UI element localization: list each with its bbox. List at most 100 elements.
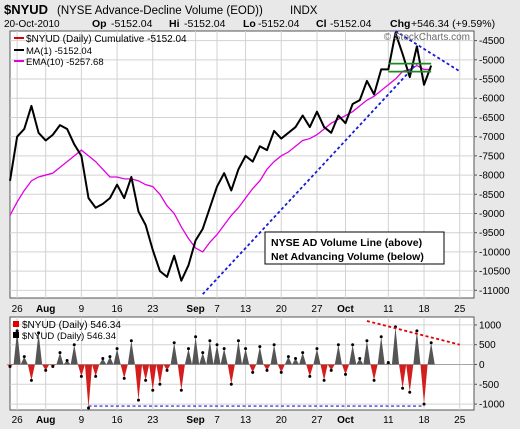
volume-dot xyxy=(58,351,62,355)
volume-dot xyxy=(415,329,419,333)
volume-bar xyxy=(177,364,185,391)
volume-dot xyxy=(358,357,362,361)
volume-bar xyxy=(184,348,193,365)
volume-plot xyxy=(6,320,474,410)
op-value: -5152.04 xyxy=(111,18,153,30)
volume-bar xyxy=(199,352,207,365)
chg-label: Chg xyxy=(390,18,410,30)
volume-y-tick-label: 1000 xyxy=(479,320,502,331)
ema-line xyxy=(9,64,432,253)
price-y-tick-label: -6500 xyxy=(479,113,505,124)
volume-dot xyxy=(365,339,369,343)
price-y-tick-label: -5000 xyxy=(479,55,505,66)
volume-dot xyxy=(72,343,76,347)
price-y-tick-label: -7500 xyxy=(479,151,505,162)
volume-bar xyxy=(249,364,257,373)
price-trendline xyxy=(202,63,418,295)
price-x-tick-label: Sep xyxy=(186,304,204,315)
date-label: 20-Oct-2010 xyxy=(4,19,60,30)
volume-x-tick-label: 11 xyxy=(383,415,394,426)
volume-dot xyxy=(151,388,155,392)
volume-dot xyxy=(422,402,426,406)
annotation-line-1: NYSE AD Volume Line (above) xyxy=(271,237,422,249)
volume-dot xyxy=(65,359,69,363)
volume-x-tick-label: 23 xyxy=(147,415,159,426)
cumulative-line xyxy=(9,31,433,282)
volume-y-tick-label: -1000 xyxy=(479,400,505,411)
volume-dot xyxy=(244,347,248,351)
volume-bar xyxy=(70,344,78,365)
volume-dot xyxy=(329,368,333,372)
annotation-box: NYSE AD Volume Line (above) Net Advancin… xyxy=(264,231,445,265)
volume-dot xyxy=(8,364,12,368)
volume-dot xyxy=(401,386,405,390)
legend-swatch-daily-red xyxy=(13,321,19,327)
volume-bar xyxy=(106,356,114,365)
volume-x-tick-label: Aug xyxy=(36,415,55,426)
volume-dot xyxy=(144,378,148,382)
volume-bar xyxy=(427,342,435,365)
price-y-tick-label: -10000 xyxy=(479,247,511,258)
volume-dot xyxy=(379,335,383,339)
volume-dot xyxy=(301,351,305,355)
volume-bar xyxy=(242,348,250,365)
volume-bar xyxy=(92,364,100,377)
legend-ma: MA(1) -5152.04 xyxy=(26,46,92,57)
volume-dot xyxy=(108,355,112,359)
volume-x-tick-label: 9 xyxy=(79,415,85,426)
price-x-tick-label: 11 xyxy=(383,304,394,315)
volume-bar xyxy=(420,364,428,405)
volume-bar xyxy=(234,340,242,365)
volume-dot xyxy=(201,351,205,355)
price-y-tick-label: -11000 xyxy=(479,286,510,297)
volume-bar xyxy=(284,356,292,365)
volume-x-tick-label: 16 xyxy=(112,415,124,426)
volume-y-tick-label: 0 xyxy=(479,360,485,371)
volume-bar xyxy=(270,344,278,365)
volume-dot xyxy=(172,341,176,345)
volume-bar xyxy=(356,358,364,365)
price-y-axis: -4500 -5000 -5500 -6000 -6500 -7000 -7500 -8000… xyxy=(474,36,511,297)
price-x-tick-label: 26 xyxy=(12,304,24,315)
volume-x-tick-label: 26 xyxy=(12,415,24,426)
price-y-tick-label: -5500 xyxy=(479,75,505,86)
volume-bar xyxy=(113,348,121,365)
volume-dot xyxy=(115,347,119,351)
volume-x-tick-label: 13 xyxy=(240,415,252,426)
volume-bar xyxy=(391,326,400,365)
legend-ema: EMA(10) -5257.68 xyxy=(26,57,104,68)
volume-dot xyxy=(315,347,319,351)
price-y-tick-label: -10500 xyxy=(479,267,511,278)
volume-bar xyxy=(220,348,228,365)
volume-bar xyxy=(377,336,385,365)
volume-dot xyxy=(94,374,98,378)
volume-bar xyxy=(142,364,150,381)
volume-bar xyxy=(299,352,307,365)
volume-dot xyxy=(429,341,433,345)
volume-dot xyxy=(179,388,183,392)
price-x-tick-label: 23 xyxy=(147,304,159,315)
chg-value: +546.34 (+9.59%) xyxy=(411,18,495,30)
volume-trendline xyxy=(366,320,460,346)
symbol-label: $NYUD xyxy=(4,2,48,17)
volume-dot xyxy=(236,339,240,343)
volume-dot xyxy=(336,343,340,347)
volume-bar xyxy=(213,344,221,365)
volume-bar xyxy=(256,346,264,365)
volume-bar xyxy=(156,364,164,385)
volume-dot xyxy=(294,357,298,361)
price-y-tick-label: -4500 xyxy=(479,36,505,47)
volume-dot xyxy=(87,406,91,410)
op-label: Op xyxy=(92,18,107,30)
volume-bar xyxy=(77,364,85,377)
volume-dot xyxy=(222,347,226,351)
volume-dot xyxy=(286,355,290,359)
volume-dot xyxy=(229,382,233,386)
volume-dot xyxy=(251,370,255,374)
volume-dot xyxy=(79,374,83,378)
price-trendline xyxy=(394,30,461,73)
volume-bar xyxy=(13,330,21,365)
volume-y-tick-label: 500 xyxy=(479,340,496,351)
price-y-tick-label: -9500 xyxy=(479,228,505,239)
volume-bar xyxy=(99,358,107,365)
